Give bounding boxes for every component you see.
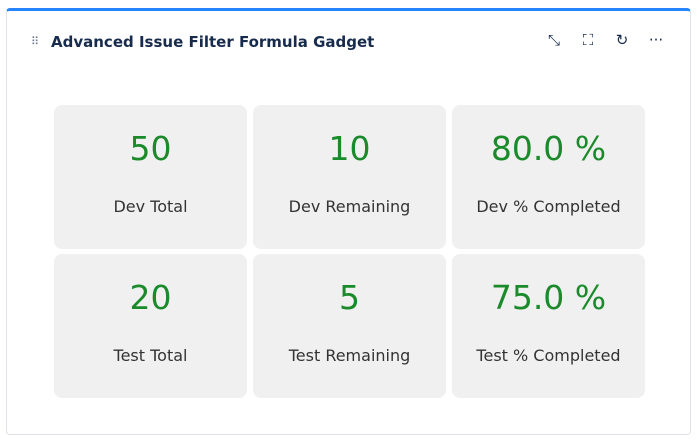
metric-tile: 20 Test Total [54, 254, 247, 398]
gadget-title: Advanced Issue Filter Formula Gadget [51, 33, 375, 51]
metric-tile: 75.0 % Test % Completed [452, 254, 645, 398]
metric-tile: 50 Dev Total [54, 105, 247, 249]
metric-label: Test Total [113, 346, 188, 365]
metric-tile: 80.0 % Dev % Completed [452, 105, 645, 249]
more-icon[interactable]: ··· [648, 31, 664, 49]
metric-value: 5 [339, 278, 360, 317]
metric-label: Dev Remaining [288, 197, 411, 216]
metric-label: Test % Completed [476, 346, 621, 365]
metric-label: Dev Total [113, 197, 188, 216]
fullscreen-icon[interactable]: ⛶ [582, 31, 594, 49]
metric-value: 80.0 % [490, 129, 607, 168]
metric-value: 75.0 % [490, 278, 607, 317]
metric-label: Dev % Completed [476, 197, 621, 216]
metric-label: Test Remaining [288, 346, 411, 365]
metric-value: 50 [129, 129, 172, 168]
drag-handle-icon[interactable]: ⠿ [31, 35, 39, 48]
metric-value: 10 [328, 129, 371, 168]
metric-tile: 5 Test Remaining [253, 254, 446, 398]
refresh-icon[interactable]: ↻ [615, 31, 629, 49]
metric-tile: 10 Dev Remaining [253, 105, 446, 249]
minimize-icon[interactable]: ⤡ [547, 31, 560, 49]
gadget-card: ⠿ Advanced Issue Filter Formula Gadget ⤡… [6, 8, 691, 435]
metrics-grid: 50 Dev Total 10 Dev Remaining 80.0 % Dev % … [54, 105, 645, 398]
metric-value: 20 [129, 278, 172, 317]
